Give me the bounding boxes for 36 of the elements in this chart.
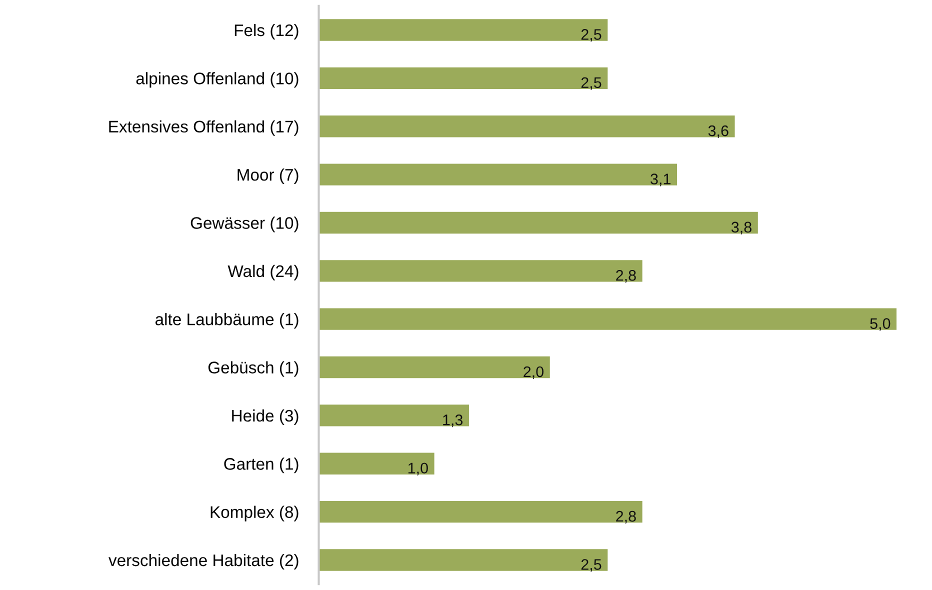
y-tick-label: Fels (12) (234, 24, 298, 40)
bar (318, 549, 608, 571)
y-tick-label: Extensives Offenland (17) (109, 120, 298, 136)
bar (318, 260, 642, 282)
bar (318, 356, 550, 378)
y-tick-label: Gewässer (10) (190, 216, 298, 232)
y-tick-label: Heide (3) (232, 409, 298, 425)
bar (318, 212, 758, 234)
y-tick-label: alte Laubbäume (1) (155, 313, 298, 329)
bar (318, 67, 608, 90)
y-tick-label: Moor (7) (238, 168, 298, 184)
data-label: 1,0 (408, 462, 428, 476)
data-label: 2,5 (581, 29, 602, 42)
data-label: 3,1 (650, 174, 670, 186)
data-label: 2,5 (581, 559, 602, 572)
y-tick-label: Wald (24) (228, 264, 298, 280)
bar (318, 164, 678, 186)
data-label: 2,5 (581, 77, 602, 90)
y-tick-label: alpines Offenland (10) (136, 72, 298, 88)
y-tick-label: verschiedene Habitate (2) (108, 554, 298, 570)
y-tick-label: Komplex (8) (210, 506, 298, 522)
bar (318, 404, 469, 426)
y-tick-label: Gebüsch (1) (208, 361, 298, 377)
bar (318, 308, 897, 330)
data-label: 2,8 (616, 510, 636, 524)
y-tick-label: Garten (1) (224, 458, 298, 474)
data-label: 2,0 (524, 366, 544, 379)
data-label: 3,8 (731, 222, 752, 234)
data-label: 1,3 (443, 414, 463, 428)
bar (318, 452, 434, 474)
bar (318, 500, 642, 523)
data-label: 5,0 (870, 318, 890, 331)
bar (318, 19, 608, 41)
data-label: 2,8 (616, 270, 636, 283)
data-label: 3,6 (708, 125, 728, 138)
bar (318, 116, 735, 138)
